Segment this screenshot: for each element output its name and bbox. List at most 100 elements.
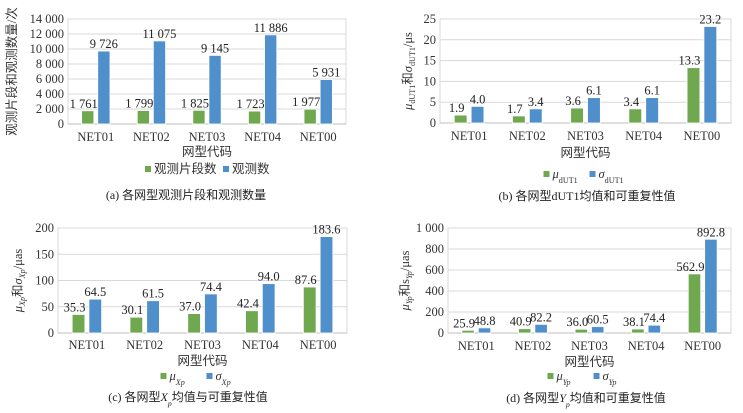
bar-a-s1-NET02 (136, 110, 150, 125)
y-tick-label: 10 (424, 74, 437, 88)
data-label: 30.1 (121, 303, 143, 317)
chart-caption: (c) 各网型Xp均值与可重复性值 (108, 389, 268, 408)
y-axis-title: 观测片段和观测数量/次 (4, 7, 19, 135)
data-label: 1.9 (449, 101, 465, 115)
bar-b-s1-NET02 (512, 115, 526, 124)
x-tick-label: NET01 (68, 338, 105, 352)
legend-swatch (160, 373, 167, 379)
data-label: 1 825 (181, 96, 209, 110)
bar-d-s2-NET02 (534, 323, 548, 334)
x-tick-label: NET02 (514, 339, 551, 353)
data-label: 3.6 (565, 94, 581, 108)
data-label: 60.5 (587, 313, 609, 327)
data-label: 35.3 (64, 300, 86, 314)
y-tick-label: 5 (430, 95, 436, 109)
y-tick-label: 6 000 (36, 72, 64, 86)
data-label: 4.0 (470, 92, 486, 106)
legend-swatch (145, 166, 151, 172)
bar-c-s2-NET04 (261, 283, 276, 334)
x-tick-label: NET02 (126, 338, 163, 352)
chart-caption: (b) 各网型dUT1均值和可重复性值 (499, 188, 676, 203)
legend-swatch (543, 171, 550, 177)
bar-d-s2-NET03 (591, 326, 605, 334)
y-tick-label: 1 000 (416, 221, 444, 235)
bar-a-s2-NET00 (319, 79, 333, 125)
y-tick-label: 12 000 (30, 27, 64, 41)
legend-swatch (206, 373, 213, 379)
x-tick-label: NET02 (509, 129, 546, 143)
bar-a-s1-NET03 (192, 109, 206, 125)
y-axis-title: μYp和sYp/μas (398, 250, 414, 311)
bar-a-s1-NET01 (81, 110, 95, 125)
y-tick-label: 200 (425, 305, 444, 319)
data-label: 6.1 (644, 84, 660, 98)
data-label: 74.4 (200, 280, 223, 294)
legend-swatch (593, 373, 600, 379)
data-label: 23.2 (699, 12, 721, 26)
x-tick-label: NET01 (77, 130, 114, 144)
bar-a-s2-NET01 (97, 50, 111, 125)
legend-label: μYp (556, 369, 571, 387)
bar-b-s2-NET00 (703, 26, 718, 124)
legend-swatch (223, 166, 229, 172)
data-label: 3.4 (528, 95, 544, 109)
legend-item-2: σYp (593, 369, 617, 387)
legend-label: μdUT1 (552, 167, 578, 185)
legend-label: 观测片段数 (154, 161, 217, 176)
data-label: 3.4 (623, 95, 639, 109)
bar-a-s1-NET00 (303, 108, 317, 125)
bar-d-s2-NET00 (704, 238, 718, 334)
bar-b-s1-NET04 (628, 108, 643, 124)
legend-label: μXp (169, 369, 185, 387)
data-label: 61.5 (142, 287, 164, 301)
legend-item-2: σdUT1 (589, 167, 624, 185)
x-axis-title: 网型代码 (182, 145, 232, 159)
x-tick-label: NET03 (189, 130, 226, 144)
data-label: 892.8 (697, 225, 725, 239)
legend: μYp σYp (547, 369, 617, 387)
data-label: 74.4 (643, 311, 666, 325)
bar-c-s1-NET03 (187, 313, 201, 334)
bar-c-s1-NET04 (245, 310, 259, 334)
x-tick-label: NET04 (242, 338, 280, 352)
y-tick-label: 800 (425, 242, 444, 256)
x-tick-label: NET00 (684, 339, 721, 353)
legend-item-2: σXp (206, 369, 231, 387)
data-label: 13.3 (679, 54, 701, 68)
data-label: 36.0 (566, 315, 588, 329)
data-label: 11 886 (254, 21, 288, 35)
x-axis-title: 网型代码 (560, 146, 610, 160)
data-label: 87.6 (295, 273, 317, 287)
bar-d-s1-NET01 (461, 329, 475, 334)
bar-d-s1-NET03 (574, 328, 588, 334)
chart-c: 0 50 100 150 200 NET01 35.364.5 NET02 30.1 61.5 NE… (11, 221, 348, 408)
chart-b: 0 5 10 15 20 25 NET01 1.9 4.0 NET02 1.7 3.4 NET03 3.6… (401, 12, 732, 203)
x-tick-label: NET03 (184, 338, 221, 352)
x-axis-title: 网型代码 (564, 355, 614, 369)
x-tick-label: NET03 (567, 129, 604, 143)
data-label: 38.1 (623, 315, 645, 329)
y-tick-label: 20 (424, 33, 437, 47)
data-label: 1 723 (236, 97, 264, 111)
legend-swatch (589, 171, 596, 177)
bar-d-s2-NET04 (647, 324, 661, 334)
y-tick-label: 0 (48, 326, 54, 340)
x-tick-label: NET00 (683, 129, 720, 143)
data-label: 40.9 (510, 315, 532, 329)
y-tick-label: 8 000 (36, 57, 64, 71)
bar-c-s2-NET01 (88, 298, 103, 334)
data-label: 6.1 (586, 84, 602, 98)
bar-a-s2-NET03 (208, 55, 222, 125)
x-tick-label: NET04 (628, 339, 666, 353)
data-label: 82.2 (530, 310, 552, 324)
legend-label: σXp (216, 369, 231, 387)
y-axis-title: μXp和σXp/μas (11, 249, 27, 314)
chart-caption: (d) 各网型Yp均值和可重复性值 (506, 390, 666, 409)
data-label: 5 931 (312, 66, 340, 80)
data-label: 1 977 (292, 95, 320, 109)
legend-label: 观测数 (232, 161, 270, 176)
bar-d-s1-NET02 (518, 328, 532, 334)
chart-d: 0 200 400 600 800 1 000 NET01 25.948.8 NET02 40.9… (398, 221, 732, 409)
data-label: 37.0 (179, 300, 201, 314)
